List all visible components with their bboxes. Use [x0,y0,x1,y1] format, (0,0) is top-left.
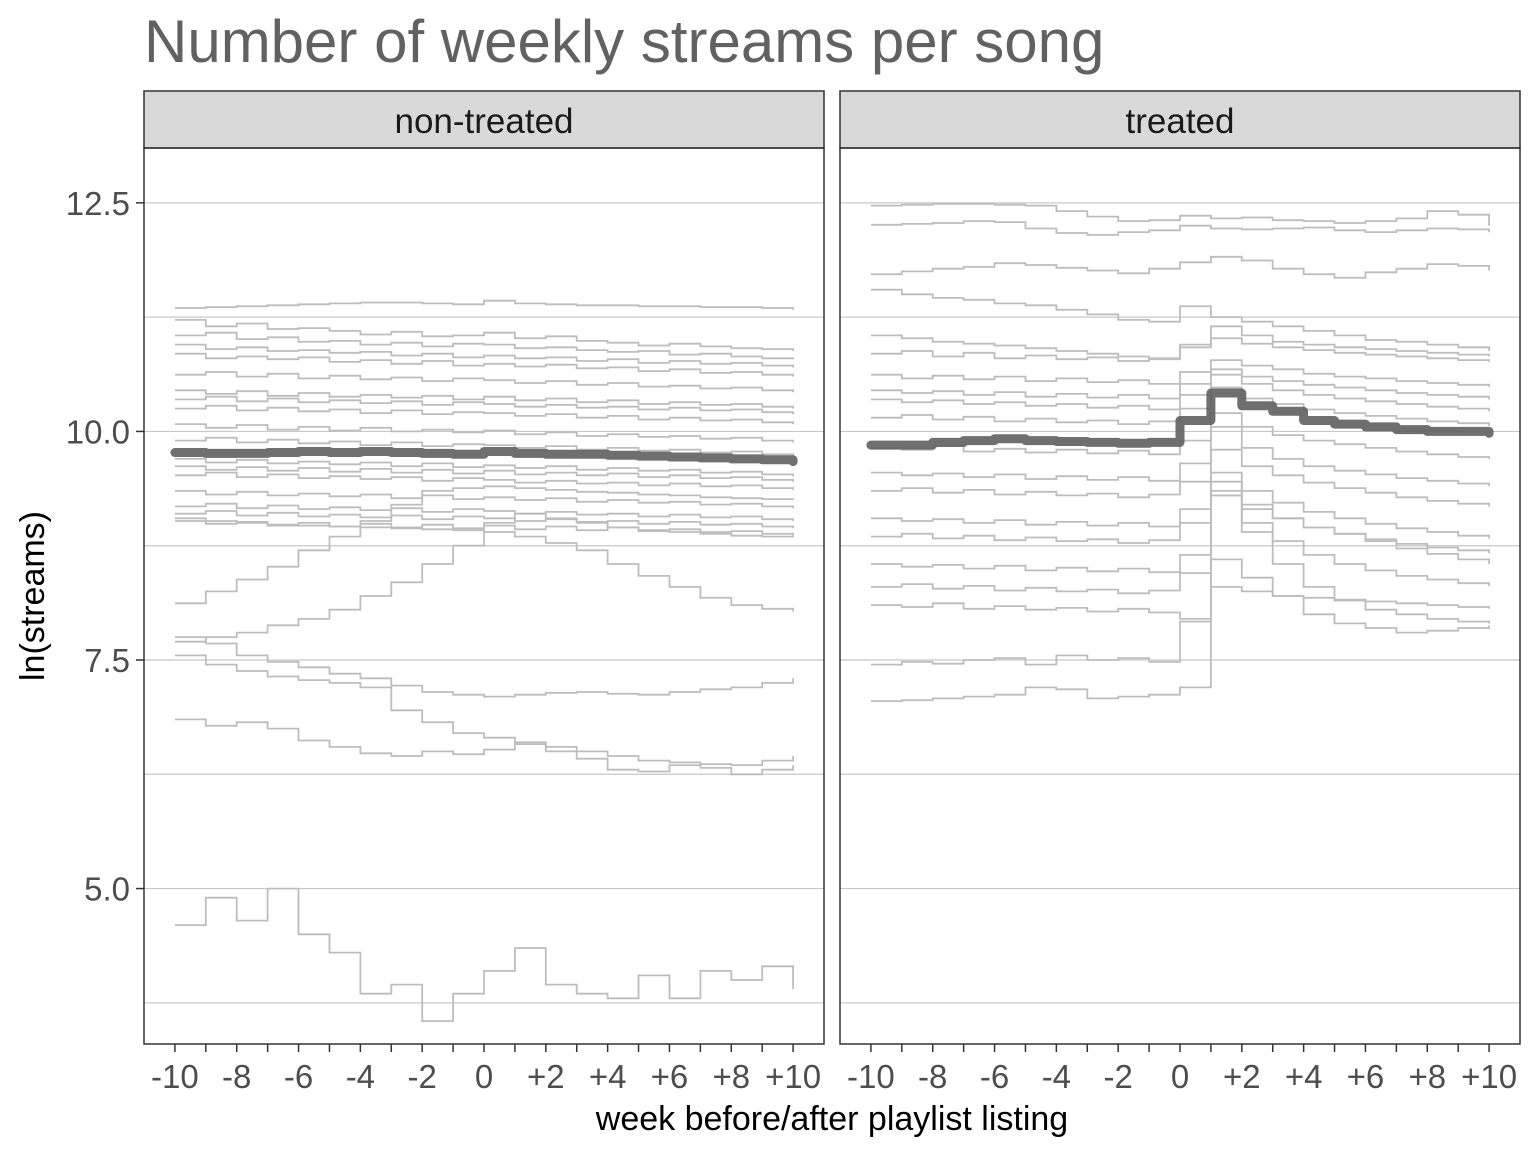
song-series-line [870,494,1490,586]
song-series-line [870,586,1490,702]
song-series-line [870,494,1490,666]
x-tick-label: +2 [1223,1058,1261,1095]
song-series-line [870,325,1490,361]
series-group-non-treated [174,299,794,1022]
song-series-line [174,517,794,612]
panel-border-treated [839,147,1521,1045]
y-tick-label: 5.0 [84,871,130,908]
x-tick-label: +8 [712,1058,750,1095]
strip-treated [839,90,1521,149]
song-series-line [870,448,1490,507]
x-tick-label: -8 [222,1058,251,1095]
song-series-line [174,458,794,477]
mean-line-group-non-treated [170,447,798,467]
x-tick-label: +4 [589,1058,627,1095]
y-tick-label: 12.5 [66,185,130,222]
x-tick-label: -10 [847,1058,895,1095]
song-series-line [174,299,794,310]
song-series-line [174,436,794,457]
x-tick-label: 0 [475,1058,493,1095]
song-series-line [870,255,1490,279]
panel-treated: treated [839,90,1521,1045]
y-axis: 5.0 7.5 10.0 12.5 [66,185,144,908]
song-series-line [174,471,794,490]
x-tick-label: +4 [1285,1058,1323,1095]
song-series-line [870,220,1490,236]
song-series-line [174,371,794,393]
song-series-line [870,471,1490,539]
x-axis-treated: -10 -8 -6 -4 -2 0 +2 +4 +6 +8 +10 [847,1044,1517,1095]
chart-title: Number of weekly streams per song [144,8,1104,75]
song-series-line [870,337,1490,362]
song-series-line [174,636,794,698]
song-series-line [870,202,1490,226]
y-tick-label: 7.5 [84,642,130,679]
panel-border-non-treated [143,147,825,1045]
song-series-line [174,485,794,605]
song-series-line [174,343,794,368]
x-tick-label: -6 [284,1058,313,1095]
song-series-line [870,558,1490,634]
x-tick-label: +10 [1461,1058,1517,1095]
song-series-line [174,423,794,443]
song-series-line [174,654,794,766]
song-series-line [870,490,1490,624]
song-series-line [174,510,794,529]
song-series-line [174,465,794,482]
y-tick-label: 10.0 [66,413,130,450]
song-series-line [174,404,794,425]
x-tick-label: +8 [1408,1058,1446,1095]
mean-series-line [866,388,1494,450]
x-tick-label: +10 [765,1058,821,1095]
y-axis-title: ln(streams) [14,511,52,681]
panel-non-treated: non-treated [143,90,825,1045]
song-series-line [174,352,794,377]
x-tick-label: -2 [408,1058,437,1095]
song-series-line [174,389,794,409]
song-series-line [870,359,1490,387]
x-tick-label: 0 [1171,1058,1189,1095]
x-tick-label: -2 [1104,1058,1133,1095]
song-series-line [174,887,794,1022]
x-tick-label: +2 [527,1058,565,1095]
song-series-line [870,426,1490,487]
song-series-line [174,395,794,415]
x-tick-label: -4 [1042,1058,1071,1095]
x-tick-label: -6 [980,1058,1009,1095]
song-series-line [870,288,1490,351]
x-tick-label: -4 [346,1058,375,1095]
song-series-line [174,512,794,643]
series-group-treated [870,202,1490,702]
x-tick-label: +6 [651,1058,689,1095]
song-series-line [174,502,794,521]
strip-label-non-treated: non-treated [394,102,573,141]
x-tick-label: +6 [1347,1058,1385,1095]
song-series-line [174,718,794,776]
song-series-line [174,319,794,351]
x-tick-label: -8 [918,1058,947,1095]
strip-non-treated [143,90,825,149]
x-axis-non-treated: -10 -8 -6 -4 -2 0 +2 +4 +6 +8 +10 [151,1044,821,1095]
mean-series-line [170,447,798,467]
x-tick-label: -10 [151,1058,199,1095]
x-axis-title: week before/after playlist listing [595,1100,1068,1138]
song-series-line [870,368,1490,400]
song-series-line [174,490,794,509]
song-series-line [870,386,1490,426]
song-series-line [174,331,794,360]
strip-label-treated: treated [1126,102,1235,141]
mean-line-group-treated [866,388,1494,450]
